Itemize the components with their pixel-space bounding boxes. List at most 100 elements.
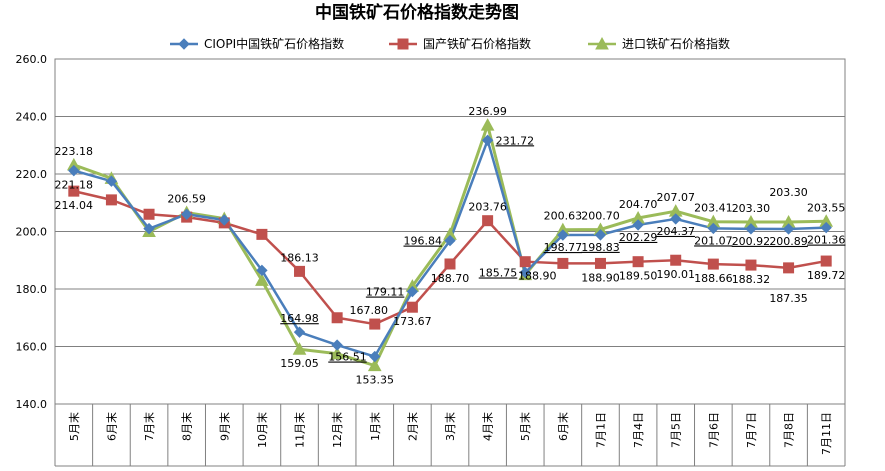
x-tick-label: 7月末 — [142, 412, 156, 441]
data-label: 179.11 — [366, 286, 405, 299]
y-tick-label: 160.0 — [16, 341, 48, 354]
x-tick-label: 5月末 — [67, 412, 81, 441]
legend-label: 进口铁矿石价格指数 — [622, 36, 730, 51]
series-1-point — [519, 256, 531, 268]
data-label: 188.90 — [581, 271, 620, 284]
series-0-point — [820, 221, 832, 234]
series-0-point — [444, 234, 456, 247]
series-0-point — [406, 285, 419, 298]
series-2-point — [480, 118, 495, 131]
series-1-point — [256, 228, 268, 240]
series-1-point — [820, 255, 832, 267]
series-1-point — [68, 185, 80, 197]
series-0-point — [68, 164, 80, 177]
legend-swatch-marker — [595, 36, 609, 50]
series-1-point — [557, 257, 569, 269]
x-tick-label: 7月7日 — [745, 412, 758, 448]
data-label: 186.13 — [280, 251, 319, 264]
series-0-point — [369, 350, 381, 363]
series-1-point — [632, 256, 644, 268]
data-label: 159.05 — [280, 357, 319, 370]
data-label: 164.98 — [280, 312, 319, 325]
data-label: 188.66 — [694, 272, 733, 285]
legend-swatch-marker — [178, 38, 190, 50]
data-label: 153.35 — [356, 374, 395, 387]
x-tick-label: 10月末 — [255, 412, 269, 448]
data-label: 223.18 — [55, 145, 94, 158]
x-tick-label: 6月末 — [556, 412, 570, 441]
series-0-point — [105, 175, 118, 187]
series-0-point — [632, 219, 644, 231]
series-0-point — [293, 326, 306, 338]
series-0-point — [782, 223, 795, 235]
series-0-point — [481, 134, 494, 147]
data-label: 214.04 — [55, 199, 94, 212]
data-label: 167.80 — [350, 304, 389, 317]
x-tick-label: 7月6日 — [707, 412, 720, 448]
x-axis: 5月末 6月末 7月末 8月末 9月末 10月末 11月末 12月末 1月末 2月末 3月末 4月末 5… — [54, 404, 846, 467]
series-2-point — [292, 342, 307, 355]
series-2-point — [330, 346, 344, 360]
series-1-point — [670, 254, 682, 266]
x-tick-label: 2月末 — [405, 412, 419, 441]
data-label: 187.35 — [769, 292, 808, 305]
plot-frame — [54, 58, 846, 405]
series-0-point — [670, 213, 682, 225]
x-tick-label: 3月末 — [443, 412, 457, 441]
series-0-point — [331, 339, 343, 351]
data-label: 200.92 — [732, 235, 771, 248]
series-1-point — [369, 318, 381, 330]
data-label: 188.70 — [431, 272, 470, 285]
x-tick-label: 4月末 — [481, 412, 495, 441]
x-tick-label: 12月末 — [330, 412, 344, 448]
series-0-point — [256, 264, 268, 277]
chart-title: 中国铁矿石价格指数走势图 — [315, 2, 519, 23]
data-label: 201.07 — [694, 234, 733, 247]
series-line-0 — [73, 139, 827, 358]
series-0-point — [143, 222, 155, 235]
data-label: 190.01 — [656, 268, 695, 281]
data-label: 200.89 — [769, 235, 808, 248]
data-label: 188.90 — [518, 270, 557, 283]
y-tick-label: 240.0 — [16, 111, 48, 124]
data-label: 196.84 — [404, 235, 443, 248]
series-1-point — [105, 194, 117, 206]
data-label: 221.18 — [55, 179, 94, 192]
y-axis: 140.0 160.0 180.0 200.0 220.0 240.0 260.0 — [16, 53, 48, 411]
y-tick-label: 140.0 — [16, 398, 48, 411]
data-label: 198.83 — [581, 241, 620, 254]
series-0-point — [594, 229, 607, 241]
data-label: 156.51 — [328, 351, 367, 364]
series-1-point — [745, 259, 757, 271]
x-tick-label: 7月11日 — [820, 412, 833, 455]
data-label: 203.41 — [694, 202, 733, 215]
x-tick-label: 6月末 — [104, 412, 118, 441]
series-0-point — [180, 208, 193, 220]
x-tick-label: 8月末 — [180, 412, 194, 441]
data-label: 201.36 — [807, 234, 846, 247]
data-label: 207.07 — [656, 191, 695, 204]
x-tick-label: 7月4日 — [632, 412, 645, 448]
y-tick-label: 200.0 — [16, 226, 48, 239]
data-label: 203.55 — [807, 201, 846, 214]
data-label: 206.59 — [167, 193, 206, 206]
x-tick-label: 1月末 — [368, 412, 382, 441]
series-0-point — [218, 214, 230, 226]
data-label: 185.75 — [479, 266, 518, 279]
data-label: 204.70 — [619, 198, 658, 211]
series-1-point — [406, 301, 418, 313]
legend: CIOPI中国铁矿石价格指数 国产铁矿石价格指数 进口铁矿石价格指数 — [170, 36, 730, 51]
data-label: 203.30 — [769, 186, 808, 199]
series-1-point — [444, 258, 456, 270]
data-label: 236.99 — [468, 105, 507, 118]
series-0-point — [707, 222, 720, 235]
series-1-point — [783, 262, 795, 274]
data-label: 200.63 — [544, 210, 583, 223]
series-1-point — [331, 312, 343, 324]
data-label: 189.72 — [807, 269, 846, 282]
series-1-point — [143, 208, 155, 220]
data-label: 203.30 — [732, 202, 771, 215]
data-label: 204.37 — [656, 225, 695, 238]
data-label: 188.32 — [732, 273, 771, 286]
